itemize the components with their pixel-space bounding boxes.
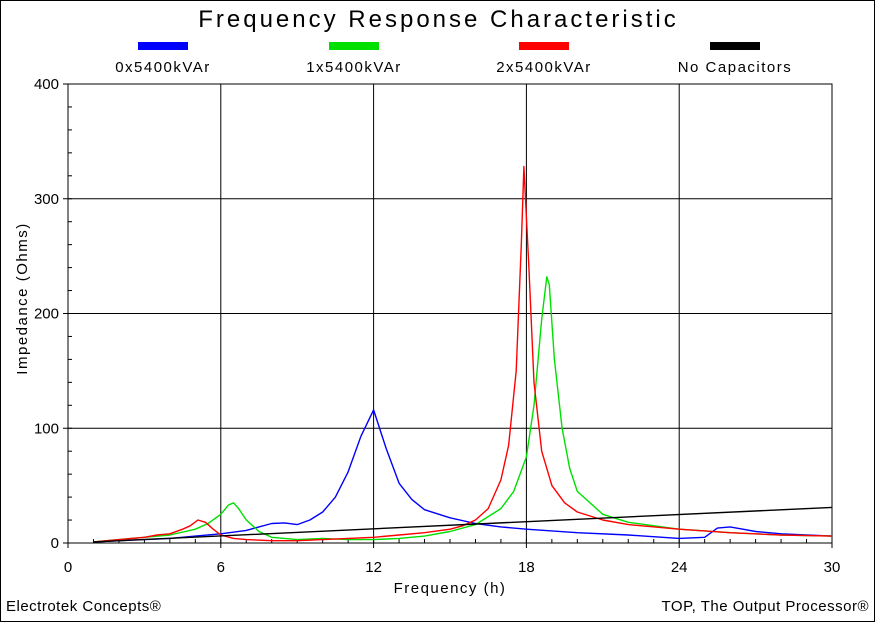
legend-item-3: No Capacitors [640, 42, 830, 76]
legend-swatch-3 [710, 42, 760, 50]
y-axis-title: Impedance (Ohms) [14, 222, 31, 374]
legend-item-2: 2x5400kVAr [449, 42, 639, 76]
legend-swatch-2 [519, 42, 569, 50]
x-tick-label: 6 [217, 559, 225, 576]
y-tick-label: 100 [34, 420, 59, 437]
x-axis-title: Frequency (h) [394, 580, 507, 597]
y-tick-label: 200 [34, 306, 59, 323]
x-tick-label: 0 [64, 559, 72, 576]
y-tick-label: 300 [34, 191, 59, 208]
legend-label-2: 2x5400kVAr [496, 59, 592, 76]
y-tick-label: 0 [51, 535, 59, 552]
legend-label-1: 1x5400kVAr [306, 59, 402, 76]
x-tick-label: 24 [671, 559, 688, 576]
footer-right: TOP, The Output Processor® [661, 598, 869, 615]
legend-swatch-0 [138, 42, 188, 50]
x-tick-label: 18 [518, 559, 535, 576]
x-tick-label: 30 [824, 559, 841, 576]
x-tick-label: 12 [365, 559, 382, 576]
series-line-2 [93, 165, 833, 543]
legend-swatch-1 [329, 42, 379, 50]
series-layer [93, 165, 833, 543]
y-tick-label: 400 [34, 76, 59, 93]
series-line-3 [93, 506, 833, 543]
grid-layer [67, 83, 833, 544]
legend-item-1: 1x5400kVAr [259, 42, 449, 76]
footer-left: Electrotek Concepts® [6, 598, 162, 615]
legend-label-3: No Capacitors [677, 59, 793, 76]
series-line-1 [93, 276, 833, 543]
chart-title: Frequency Response Characteristic [198, 6, 679, 33]
legend-item-0: 0x5400kVAr [68, 42, 258, 76]
legend-label-0: 0x5400kVAr [115, 59, 211, 76]
series-line-0 [93, 409, 833, 543]
